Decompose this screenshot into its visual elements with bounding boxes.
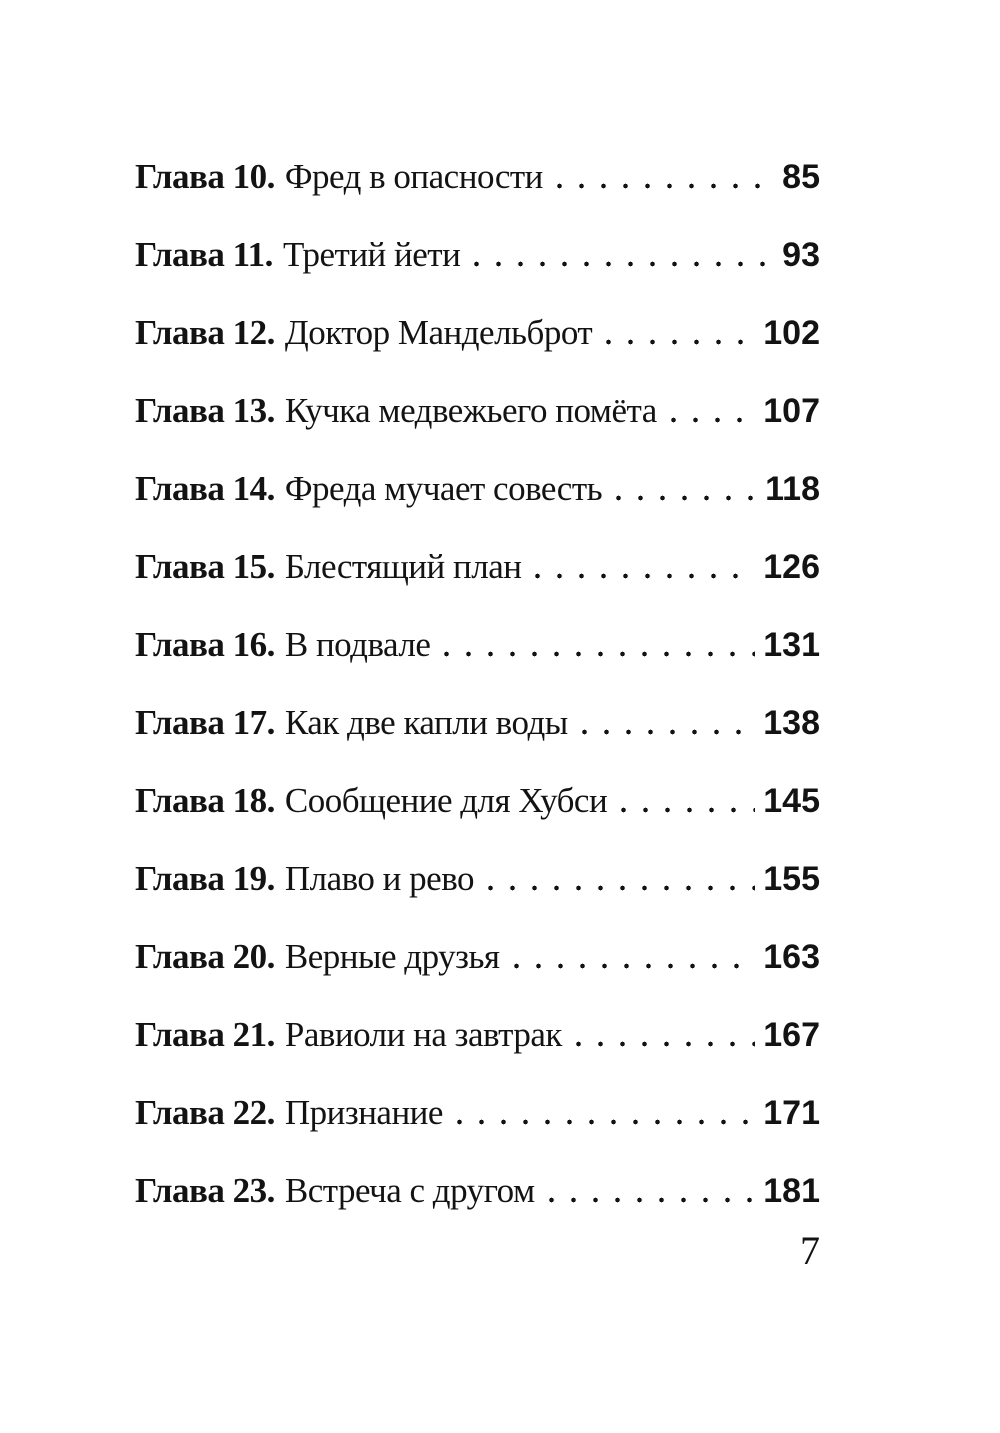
page-number: 7 <box>800 1228 820 1273</box>
chapter-title: Фред в опасности <box>284 157 544 196</box>
chapter-title: Фреда мучает совесть <box>284 469 603 508</box>
chapter-page-number: 145 <box>763 782 820 820</box>
dot-leader <box>474 233 775 277</box>
dot-leader <box>606 311 756 355</box>
toc-entry: Глава 17. Как две капли воды 138 <box>135 701 820 745</box>
chapter-page-number: 131 <box>763 626 820 664</box>
chapter-title: Признание <box>284 1093 444 1132</box>
chapter-label: Глава 23. <box>135 1171 275 1210</box>
chapter-label: Глава 12. <box>135 313 275 352</box>
toc-entry: Глава 23. Встреча с другом 181 <box>135 1169 820 1213</box>
chapter-label: Глава 14. <box>135 469 275 508</box>
chapter-title: Верные друзья <box>284 937 500 976</box>
toc-entry: Глава 15. Блестящий план 126 <box>135 545 820 589</box>
chapter-page-number: 155 <box>763 860 820 898</box>
chapter-label: Глава 13. <box>135 391 275 430</box>
chapter-page-number: 126 <box>763 548 820 586</box>
toc-entry: Глава 13. Кучка медвежьего помёта 107 <box>135 389 820 433</box>
chapter-page-number: 163 <box>763 938 820 976</box>
chapter-label: Глава 15. <box>135 547 275 586</box>
dot-leader <box>444 623 756 667</box>
chapter-title: Сообщение для Хубси <box>284 781 608 820</box>
chapter-label: Глава 16. <box>135 625 275 664</box>
dot-leader <box>487 857 756 901</box>
chapter-page-number: 167 <box>763 1016 820 1054</box>
chapter-page-number: 181 <box>763 1172 820 1210</box>
chapter-label: Глава 11. <box>135 235 273 274</box>
chapter-label: Глава 18. <box>135 781 275 820</box>
toc-entry: Глава 12. Доктор Мандельброт 102 <box>135 311 820 355</box>
chapter-label: Глава 17. <box>135 703 275 742</box>
chapter-title: Кучка медвежьего помёта <box>284 391 657 430</box>
dot-leader <box>535 545 756 589</box>
toc-entry: Глава 11. Третий йети 93 <box>135 233 820 277</box>
toc-entry: Глава 18. Сообщение для Хубси 145 <box>135 779 820 823</box>
toc-entry: Глава 22. Признание 171 <box>135 1091 820 1135</box>
chapter-label: Глава 19. <box>135 859 275 898</box>
dot-leader <box>670 389 756 433</box>
chapter-page-number: 107 <box>763 392 820 430</box>
chapter-title: Доктор Мандельброт <box>284 313 593 352</box>
dot-leader <box>456 1091 756 1135</box>
toc-entry: Глава 16. В подвале 131 <box>135 623 820 667</box>
chapter-label: Глава 21. <box>135 1015 275 1054</box>
chapter-title: Блестящий план <box>284 547 522 586</box>
dot-leader <box>616 467 758 511</box>
chapter-label: Глава 10. <box>135 157 275 196</box>
toc-entry: Глава 14. Фреда мучает совесть 118 <box>135 467 820 511</box>
chapter-page-number: 85 <box>782 158 820 196</box>
chapter-title: В подвале <box>284 625 431 664</box>
dot-leader <box>548 1169 756 1213</box>
chapter-title: Плаво и рево <box>284 859 475 898</box>
toc-entry: Глава 20. Верные друзья 163 <box>135 935 820 979</box>
chapter-page-number: 171 <box>763 1094 820 1132</box>
chapter-title: Как две капли воды <box>284 703 568 742</box>
toc-entry: Глава 19. Плаво и рево 155 <box>135 857 820 901</box>
chapter-page-number: 118 <box>765 470 820 508</box>
dot-leader <box>513 935 756 979</box>
table-of-contents: Глава 10. Фред в опасности 85 Глава 11. … <box>135 155 820 1247</box>
chapter-label: Глава 22. <box>135 1093 275 1132</box>
chapter-title: Третий йети <box>282 235 461 274</box>
chapter-label: Глава 20. <box>135 937 275 976</box>
chapter-title: Встреча с другом <box>284 1171 535 1210</box>
dot-leader <box>621 779 756 823</box>
chapter-page-number: 102 <box>763 314 820 352</box>
chapter-title: Равиоли на завтрак <box>284 1015 563 1054</box>
chapter-page-number: 138 <box>763 704 820 742</box>
toc-entry: Глава 21. Равиоли на завтрак 167 <box>135 1013 820 1057</box>
dot-leader <box>556 155 775 199</box>
dot-leader <box>581 701 756 745</box>
chapter-page-number: 93 <box>782 236 820 274</box>
dot-leader <box>575 1013 756 1057</box>
toc-entry: Глава 10. Фред в опасности 85 <box>135 155 820 199</box>
